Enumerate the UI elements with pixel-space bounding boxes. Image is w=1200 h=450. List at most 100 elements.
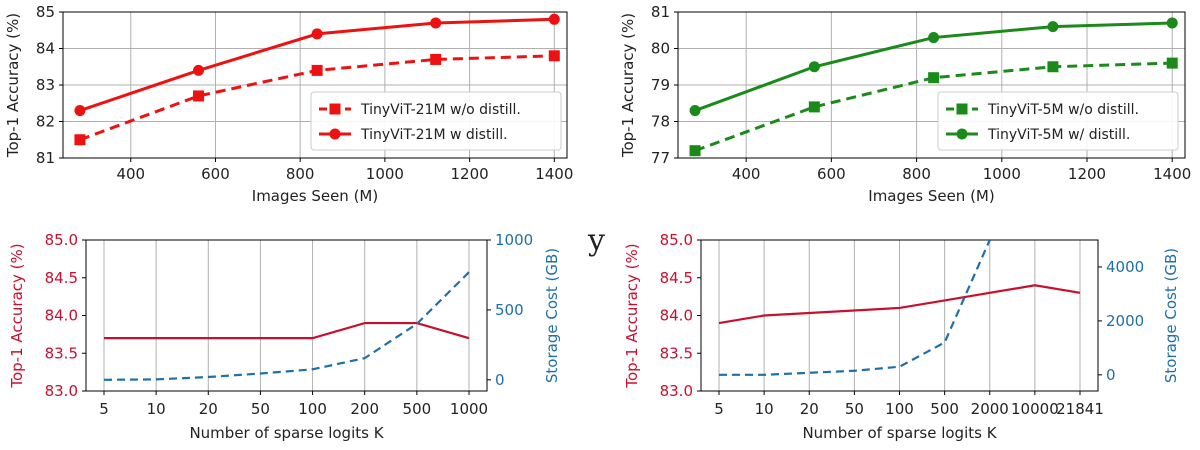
legend-label: TinyViT-21M w distill.: [360, 127, 508, 143]
data-point-square: [430, 53, 442, 65]
chart-3: 5 10 20 50 100 200 500 1000 83.0 83.5 84.0 84.5 85.0…: [8, 231, 561, 442]
x-tick-label: 5: [714, 400, 724, 418]
data-point-circle: [1166, 17, 1178, 29]
accuracy-line: [718, 284, 1081, 325]
x-tick-label: 800: [286, 165, 315, 183]
x-tick-label: 10: [755, 400, 774, 418]
y-tick-label: 84.5: [45, 269, 78, 287]
legend-label: TinyViT-5M w/o distill.: [987, 102, 1139, 118]
data-point-square: [193, 90, 205, 102]
y-axis-label: Top-1 Accuracy (%): [4, 13, 22, 158]
x-tick-label: 500: [930, 400, 959, 418]
y-tick-label: 81: [651, 3, 670, 21]
x-axis-label: Number of sparse logits K: [802, 424, 997, 442]
y-tick-label: 83.0: [45, 382, 78, 400]
x-tick-label: 600: [201, 165, 230, 183]
y-tick-label: 85: [36, 3, 55, 21]
y-tick-label: 84.0: [660, 307, 693, 325]
x-tick-label: 1200: [1068, 165, 1106, 183]
data-point-square: [311, 64, 323, 76]
x-tick-label: 20: [199, 400, 218, 418]
y-tick-label: 77: [651, 149, 670, 167]
y-axis-label: Top-1 Accuracy (%): [8, 243, 26, 388]
legend-swatch-square: [956, 103, 968, 115]
x-tick-label: 600: [817, 165, 846, 183]
y-right-tick-label: 0: [1106, 366, 1116, 384]
legend-label: TinyViT-21M w/o distill.: [360, 102, 521, 118]
chart-4: 5 10 20 50 100 500 2000 100002184183.083.584.08…: [623, 231, 1180, 442]
storage-cost-line: [103, 271, 470, 381]
x-tick-label: 21841: [1056, 400, 1104, 418]
x-tick-label: 1000: [450, 400, 488, 418]
data-point-square: [74, 134, 86, 146]
x-tick-label: 100: [885, 400, 914, 418]
y-right-tick-label: 4000: [1106, 258, 1144, 276]
legend-swatch-circle: [329, 128, 341, 140]
y-axis-label: Top-1 Accuracy (%): [623, 243, 641, 388]
x-tick-label: 400: [732, 165, 761, 183]
x-tick-label: 500: [403, 400, 432, 418]
y-tick-label: 85.0: [660, 231, 693, 249]
x-tick-label: 50: [845, 400, 864, 418]
x-tick-label: 1200: [450, 165, 488, 183]
x-tick-label: 1000: [983, 165, 1021, 183]
data-point-circle: [1047, 21, 1059, 33]
y-tick-label: 78: [651, 113, 670, 131]
x-tick-label: 1000: [366, 165, 404, 183]
plot-frame: [85, 239, 488, 392]
y-right-tick-label: 2000: [1106, 312, 1144, 330]
y-tick-label: 81: [36, 149, 55, 167]
x-tick-label: 50: [251, 400, 270, 418]
x-tick-label: 10000: [1011, 400, 1059, 418]
x-tick-label: 10: [147, 400, 166, 418]
y-right-axis-label: Storage Cost (GB): [1162, 248, 1180, 383]
x-tick-label: 2000: [971, 400, 1009, 418]
data-point-circle: [689, 105, 701, 117]
data-point-circle: [430, 17, 442, 29]
y-tick-label: 85.0: [45, 231, 78, 249]
x-tick-label: 800: [902, 165, 931, 183]
accuracy-line: [104, 321, 470, 340]
y-tick-label: 79: [651, 76, 670, 94]
y-right-tick-label: 0: [495, 371, 505, 389]
data-point-square: [1047, 61, 1059, 73]
x-axis-label: Images Seen (M): [868, 187, 994, 205]
x-tick-label: 20: [800, 400, 819, 418]
chart-1: 400 600 800 1000 1200 1400 81 82 83 84 85 Images Se…: [4, 3, 573, 205]
data-point-square: [808, 101, 820, 113]
y-tick-label: 84.0: [45, 307, 78, 325]
x-tick-label: 400: [116, 165, 145, 183]
x-axis-label: Images Seen (M): [252, 187, 378, 205]
y-axis-label: Top-1 Accuracy (%): [619, 13, 637, 158]
legend-swatch-circle: [956, 128, 968, 140]
y-tick-label: 83: [36, 76, 55, 94]
data-point-circle: [548, 13, 560, 25]
legend-box: [937, 91, 1179, 151]
x-tick-label: 200: [350, 400, 379, 418]
y-tick-label: 83.5: [660, 344, 693, 362]
data-point-square: [1166, 57, 1178, 69]
y-tick-label: 84.5: [660, 269, 693, 287]
x-tick-label: 1400: [1153, 165, 1191, 183]
y-tick-label: 82: [36, 113, 55, 131]
legend-label: TinyViT-5M w/ distill.: [987, 127, 1130, 143]
legend-swatch-square: [329, 103, 341, 115]
x-tick-label: 100: [298, 400, 327, 418]
chart-2: 400 600 800 1000 1200 1400 77 78 79 80 81 Images Se…: [619, 3, 1191, 205]
y-tick-label: 80: [651, 40, 670, 58]
data-point-circle: [311, 28, 323, 40]
y-tick-label: 83.5: [45, 344, 78, 362]
storage-cost-line: [719, 240, 991, 376]
data-point-circle: [808, 61, 820, 73]
y-right-tick-label: 1000: [495, 231, 533, 249]
data-point-square: [689, 145, 701, 157]
legend-box: [310, 91, 562, 151]
data-point-circle: [193, 64, 205, 76]
x-tick-label: 1400: [535, 165, 573, 183]
stray-text: y: [587, 223, 605, 258]
y-tick-label: 84: [36, 40, 55, 58]
x-axis-label: Number of sparse logits K: [189, 424, 384, 442]
y-tick-label: 83.0: [660, 382, 693, 400]
y-right-tick-label: 500: [495, 301, 524, 319]
